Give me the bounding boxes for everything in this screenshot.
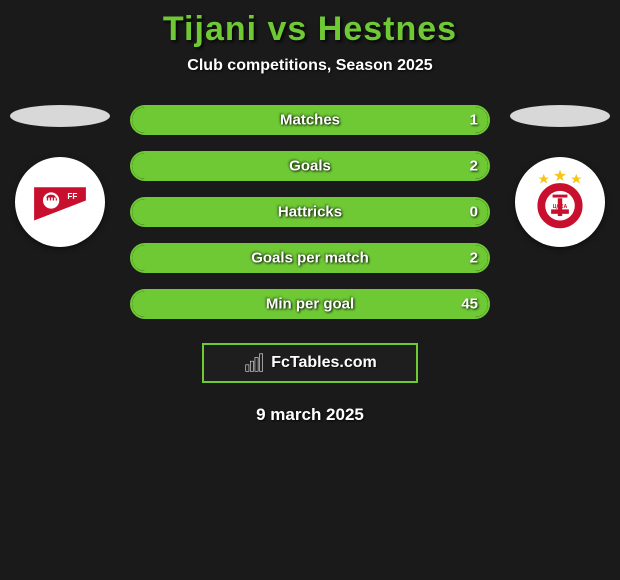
svg-text:FF: FF (67, 192, 77, 201)
stats-area: FF Matches 1 Goals 2 Hattricks (0, 105, 620, 319)
right-player-column: ЦСКА (510, 105, 610, 247)
stat-label: Goals (289, 158, 331, 175)
player-photo-placeholder-left (10, 105, 110, 127)
right-club-badge: ЦСКА (515, 157, 605, 247)
stat-label: Goals per match (251, 250, 369, 267)
stat-label: Matches (280, 112, 340, 129)
stat-bar-matches: Matches 1 (130, 105, 490, 135)
page-title: Tijani vs Hestnes (0, 10, 620, 49)
brand-box[interactable]: FcTables.com (202, 343, 418, 383)
stat-value-right: 45 (461, 296, 478, 313)
stat-value-right: 0 (470, 204, 478, 221)
stats-column: Matches 1 Goals 2 Hattricks 0 Goals per … (130, 105, 490, 319)
date-line: 9 march 2025 (0, 405, 620, 425)
pennant-icon: FF (23, 165, 97, 239)
stat-label: Min per goal (266, 296, 354, 313)
bar-chart-icon (243, 352, 265, 374)
stat-value-right: 2 (470, 250, 478, 267)
comparison-card: Tijani vs Hestnes Club competitions, Sea… (0, 0, 620, 435)
svg-text:ЦСКА: ЦСКА (553, 204, 568, 210)
stat-label: Hattricks (278, 204, 342, 221)
stat-bar-goals: Goals 2 (130, 151, 490, 181)
stat-bar-goals-per-match: Goals per match 2 (130, 243, 490, 273)
left-player-column: FF (10, 105, 110, 247)
left-club-badge: FF (15, 157, 105, 247)
stat-value-right: 1 (470, 112, 478, 129)
player-photo-placeholder-right (510, 105, 610, 127)
page-subtitle: Club competitions, Season 2025 (0, 57, 620, 75)
stat-bar-min-per-goal: Min per goal 45 (130, 289, 490, 319)
cska-badge-icon: ЦСКА (523, 165, 597, 239)
brand-text: FcTables.com (271, 354, 377, 372)
stat-value-right: 2 (470, 158, 478, 175)
stat-bar-hattricks: Hattricks 0 (130, 197, 490, 227)
